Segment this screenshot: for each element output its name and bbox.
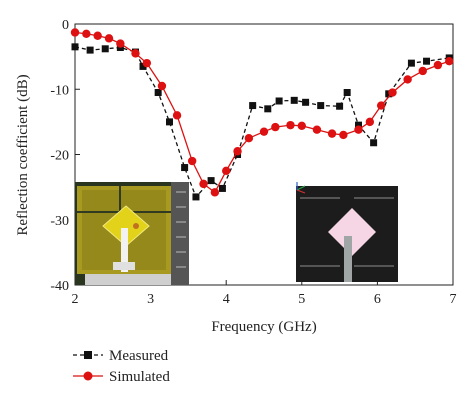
data-point-simulated xyxy=(433,60,443,70)
legend-item-measured: Measured xyxy=(73,348,169,364)
simulated-antenna-model xyxy=(296,182,398,282)
data-point-measured xyxy=(71,43,79,51)
y-axis-label: Reflection coefficient (dB) xyxy=(15,74,31,235)
data-point-simulated xyxy=(131,49,140,58)
y-tick-label: -40 xyxy=(50,279,69,294)
data-point-measured xyxy=(302,98,310,106)
data-point-simulated xyxy=(172,111,182,120)
data-point-simulated xyxy=(327,129,337,138)
data-point-measured xyxy=(275,97,283,105)
data-point-simulated xyxy=(259,127,269,136)
y-tick-label: 0 xyxy=(62,18,69,33)
data-point-simulated xyxy=(312,125,322,134)
data-point-simulated xyxy=(339,130,348,140)
data-point-simulated xyxy=(354,125,363,134)
data-point-simulated xyxy=(210,188,220,197)
data-point-simulated xyxy=(199,179,208,189)
x-tick-label: 6 xyxy=(374,292,381,307)
data-point-simulated xyxy=(116,39,125,48)
x-axis-label: Frequency (GHz) xyxy=(211,319,316,335)
data-point-simulated xyxy=(271,122,280,132)
data-point-measured xyxy=(207,177,215,185)
y-tick-label: -20 xyxy=(50,149,69,164)
data-point-measured xyxy=(166,118,173,126)
legend-label-simulated: Simulated xyxy=(109,369,170,385)
x-tick-label: 3 xyxy=(147,292,154,307)
data-point-simulated xyxy=(403,75,412,84)
data-point-measured xyxy=(370,139,378,147)
data-point-measured xyxy=(154,89,162,97)
x-tick-label: 7 xyxy=(450,292,457,307)
data-point-simulated xyxy=(297,121,306,130)
data-point-simulated xyxy=(286,120,295,130)
data-point-measured xyxy=(192,193,200,201)
data-point-simulated xyxy=(222,166,231,176)
data-point-simulated xyxy=(233,147,242,156)
legend: Measured Simulated xyxy=(73,348,170,385)
data-point-simulated xyxy=(93,31,102,40)
x-tick-label: 2 xyxy=(72,292,79,307)
data-point-simulated xyxy=(157,81,167,91)
data-point-measured xyxy=(264,105,272,113)
data-point-simulated xyxy=(418,66,427,76)
series-layer xyxy=(70,28,454,201)
x-tick-label: 5 xyxy=(298,292,305,307)
data-point-measured xyxy=(86,46,94,54)
data-point-simulated xyxy=(244,133,254,143)
data-point-simulated xyxy=(82,29,91,38)
data-point-measured xyxy=(407,59,415,67)
data-point-simulated xyxy=(388,88,397,97)
legend-label-measured: Measured xyxy=(109,348,169,364)
y-tick-label: -30 xyxy=(50,214,69,229)
data-point-measured xyxy=(181,164,189,172)
data-point-simulated xyxy=(142,58,152,68)
series-line-simulated xyxy=(74,31,450,194)
legend-item-simulated: Simulated xyxy=(73,369,170,385)
fabricated-antenna-photo xyxy=(75,182,189,285)
data-point-measured xyxy=(218,184,226,192)
data-point-measured xyxy=(317,102,325,110)
series-line-measured xyxy=(74,46,450,199)
data-point-simulated xyxy=(445,56,454,66)
data-point-measured xyxy=(336,102,344,110)
data-point-simulated xyxy=(365,117,375,127)
y-tick-label: -10 xyxy=(50,83,69,98)
data-point-measured xyxy=(355,121,362,129)
data-point-simulated xyxy=(104,34,114,43)
data-point-measured xyxy=(343,89,351,97)
data-point-simulated xyxy=(187,156,197,166)
y-axis-ticks: 0 -10 -20 -30 -40 xyxy=(50,18,80,294)
x-tick-label: 4 xyxy=(223,292,230,307)
data-point-measured xyxy=(101,45,109,53)
data-point-measured xyxy=(139,62,147,70)
data-point-simulated xyxy=(70,28,80,37)
data-point-measured xyxy=(290,96,298,104)
data-point-measured xyxy=(249,102,257,110)
data-point-simulated xyxy=(376,101,386,110)
data-point-measured xyxy=(423,57,431,65)
